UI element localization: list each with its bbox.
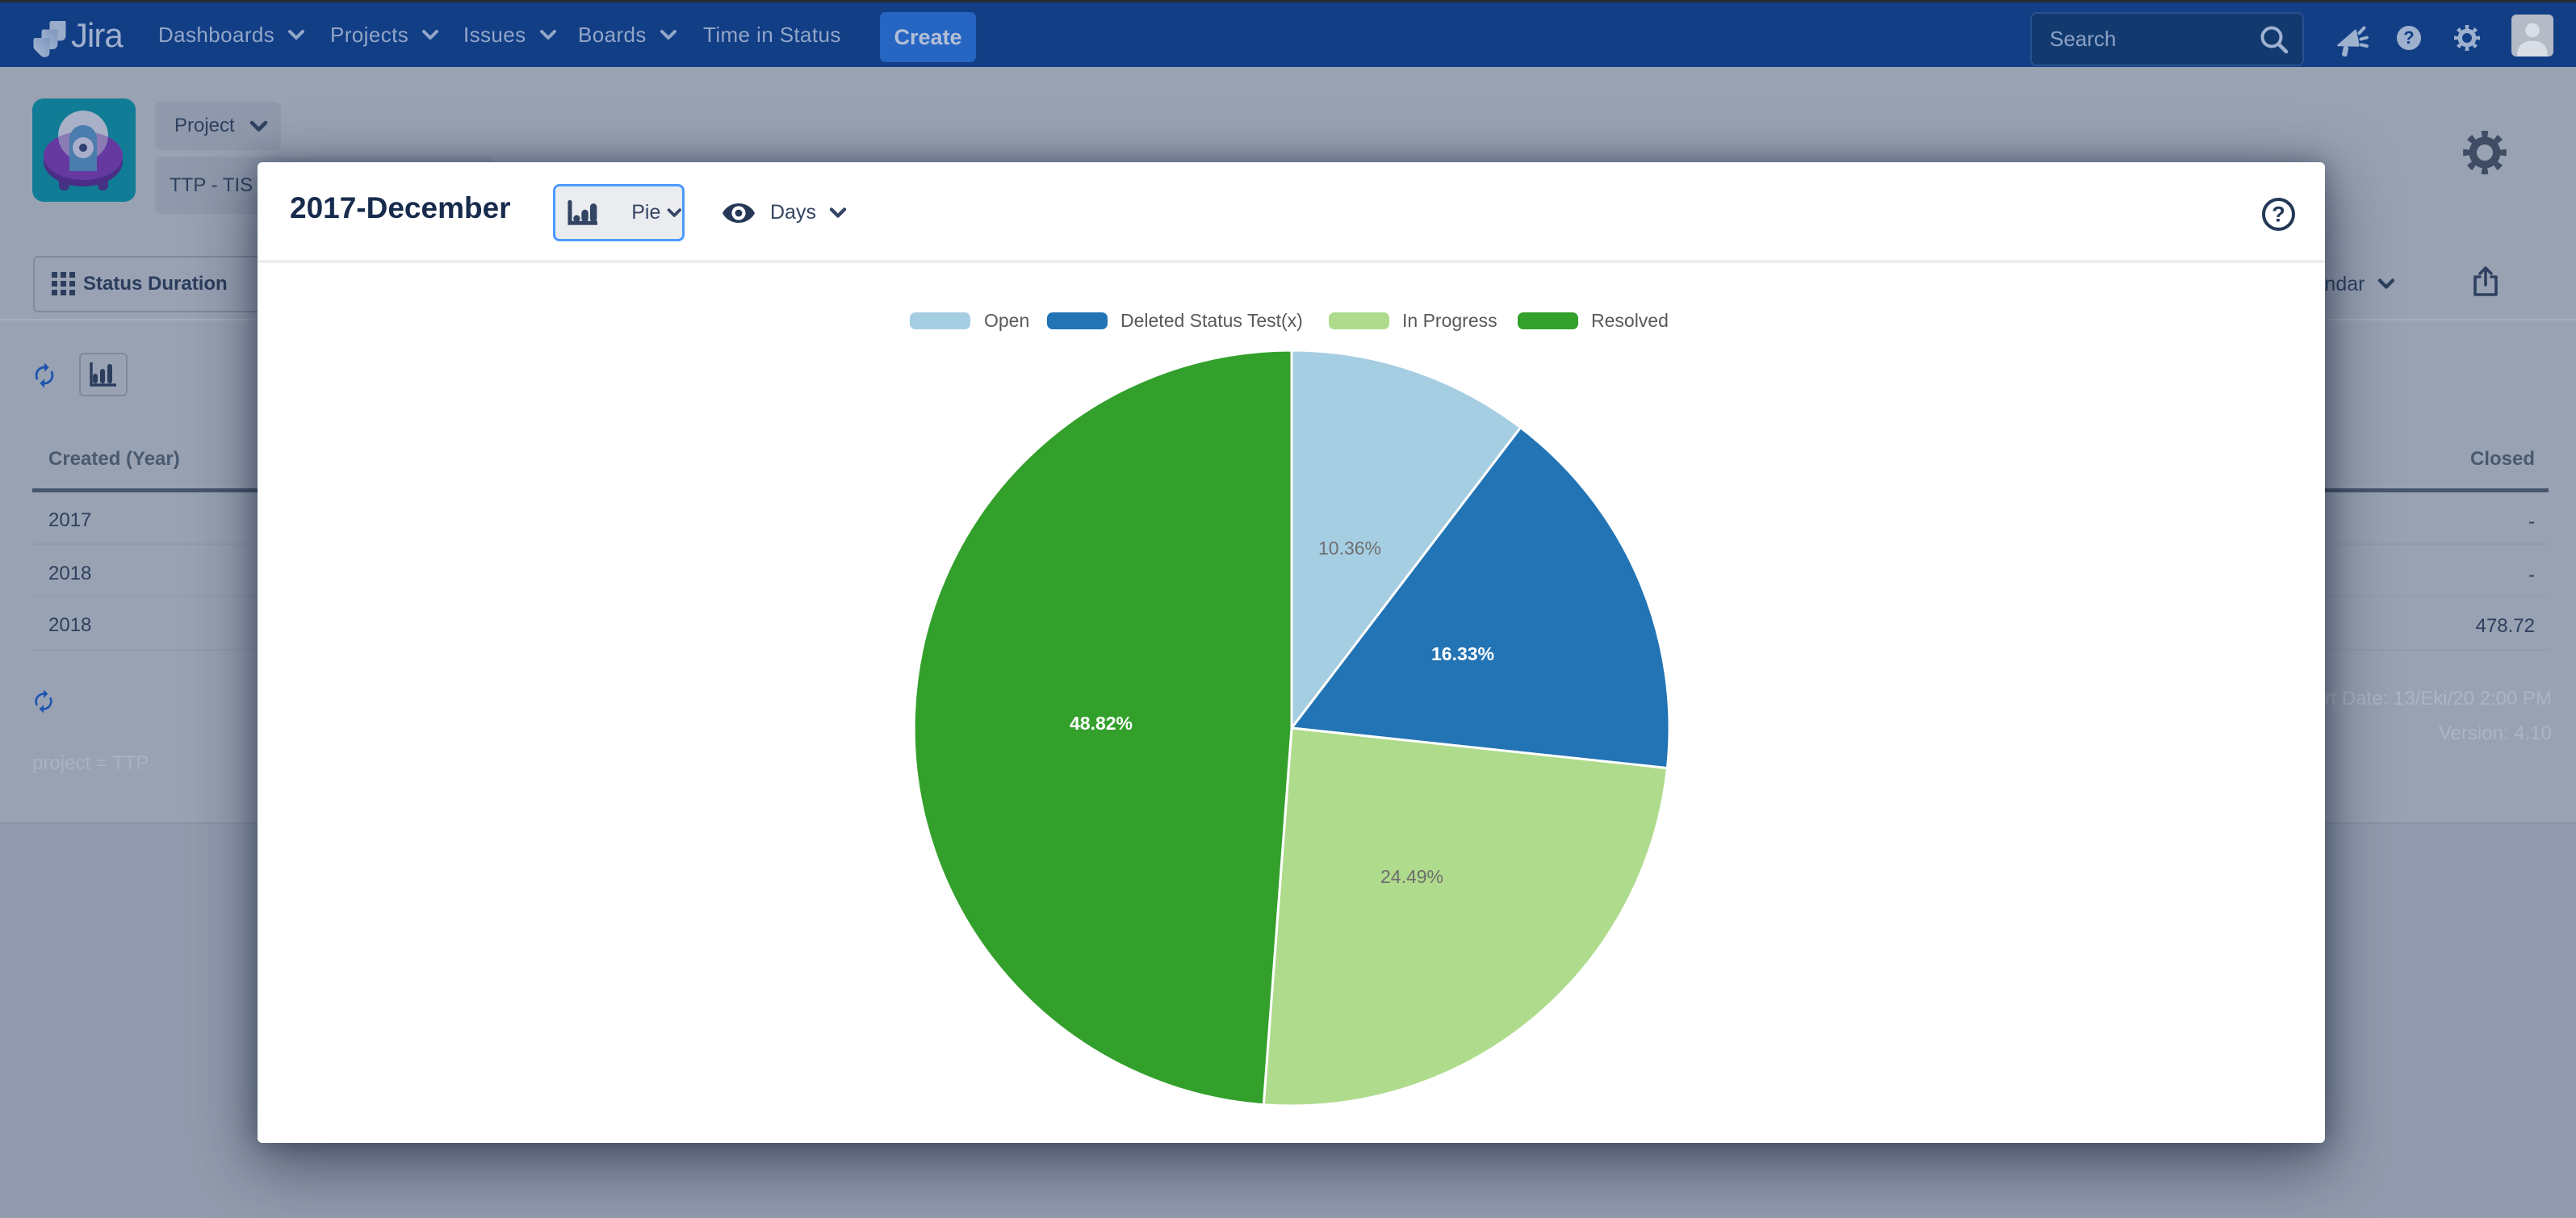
svg-text:?: ? xyxy=(2403,27,2414,48)
svg-text:10.36%: 10.36% xyxy=(1318,538,1381,559)
svg-text:?: ? xyxy=(2272,203,2285,227)
svg-text:24.49%: 24.49% xyxy=(1380,866,1443,887)
svg-text:48.82%: 48.82% xyxy=(1070,713,1133,734)
svg-text:16.33%: 16.33% xyxy=(1431,643,1494,664)
